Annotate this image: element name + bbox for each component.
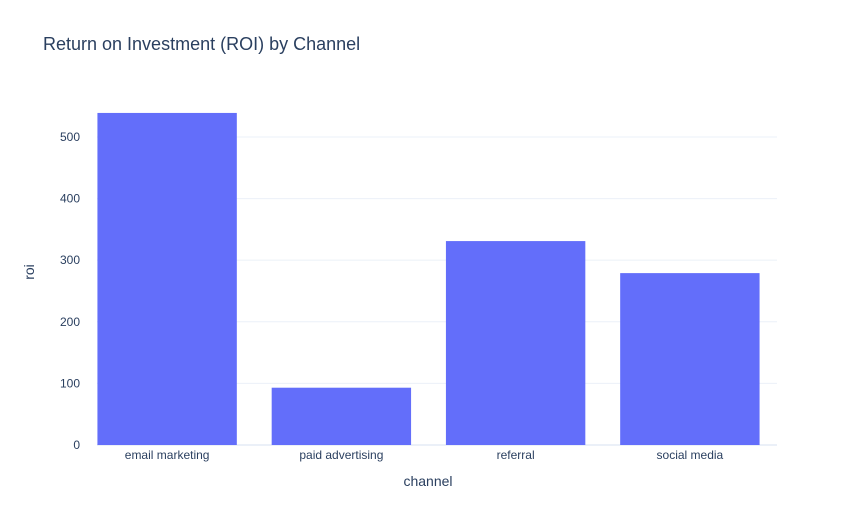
- x-tick-label: paid advertising: [299, 448, 383, 462]
- x-tick-label: email marketing: [125, 448, 210, 462]
- chart-title: Return on Investment (ROI) by Channel: [43, 34, 360, 54]
- y-tick-label: 0: [73, 438, 80, 452]
- y-tick-label: 300: [60, 253, 80, 267]
- bar-social-media[interactable]: [620, 273, 760, 445]
- y-axis-title: roi: [21, 264, 37, 280]
- bar-paid-advertising[interactable]: [271, 387, 412, 445]
- x-axis-ticks: email marketing paid advertising referral s…: [125, 448, 724, 462]
- y-axis-ticks: 0 100 200 300 400 500: [60, 130, 80, 452]
- bar-email-marketing[interactable]: [97, 112, 237, 445]
- y-tick-label: 100: [60, 376, 80, 390]
- x-axis-title: channel: [403, 473, 452, 489]
- x-tick-label: referral: [497, 448, 535, 462]
- bar-referral[interactable]: [445, 241, 586, 445]
- x-tick-label: social media: [657, 448, 724, 462]
- y-tick-label: 500: [60, 130, 80, 144]
- y-tick-label: 400: [60, 192, 80, 206]
- bars: [97, 112, 760, 445]
- y-tick-label: 200: [60, 315, 80, 329]
